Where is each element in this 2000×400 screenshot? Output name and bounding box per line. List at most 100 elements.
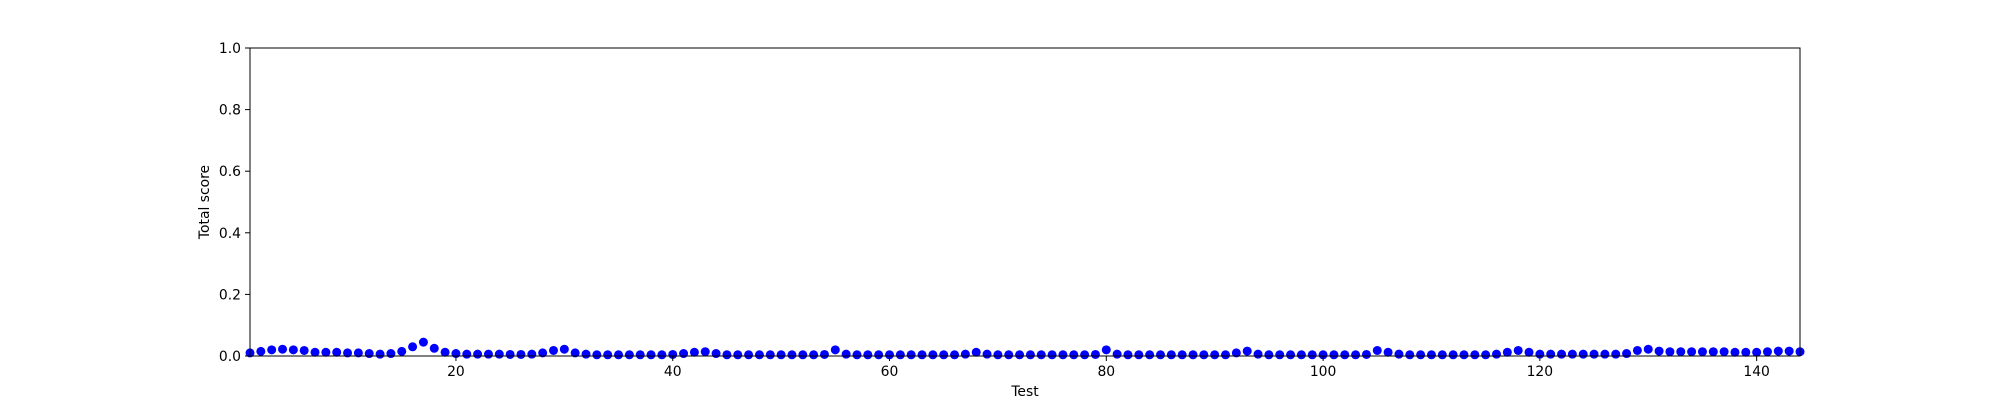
y-tick-label: 0.0 xyxy=(219,349,241,365)
data-point xyxy=(1307,350,1317,360)
data-point xyxy=(462,349,472,359)
x-tick-label: 100 xyxy=(1310,364,1337,380)
data-point xyxy=(386,349,396,359)
data-point xyxy=(874,350,884,360)
data-point xyxy=(895,350,905,360)
data-point xyxy=(1123,350,1133,360)
data-point xyxy=(278,344,288,354)
data-point xyxy=(1708,347,1718,357)
x-tick-label: 140 xyxy=(1743,364,1770,380)
data-point xyxy=(1502,347,1512,357)
data-point xyxy=(1416,350,1426,360)
data-point xyxy=(1437,350,1447,360)
data-point xyxy=(1361,349,1371,359)
data-point xyxy=(332,347,342,357)
data-point xyxy=(1687,347,1697,357)
plot-frame xyxy=(249,47,1801,357)
data-point xyxy=(1112,349,1122,359)
data-point xyxy=(754,350,764,360)
data-point xyxy=(657,350,667,360)
data-point xyxy=(1611,349,1621,359)
data-point xyxy=(852,350,862,360)
data-point xyxy=(950,350,960,360)
data-point xyxy=(1394,349,1404,359)
data-point xyxy=(1177,350,1187,360)
data-point xyxy=(1372,345,1382,355)
data-point xyxy=(516,349,526,359)
x-axis-label: Test xyxy=(1010,384,1039,400)
data-point xyxy=(505,349,515,359)
data-point xyxy=(1622,349,1632,359)
data-point xyxy=(1654,346,1664,356)
data-point xyxy=(1101,345,1111,355)
data-point xyxy=(1448,350,1458,360)
data-point xyxy=(635,350,645,360)
data-point xyxy=(1264,350,1274,360)
data-point xyxy=(1004,350,1014,360)
data-point xyxy=(679,349,689,359)
data-point xyxy=(1188,350,1198,360)
data-point xyxy=(429,343,439,353)
data-point xyxy=(581,349,591,359)
data-point xyxy=(310,347,320,357)
data-point xyxy=(1047,350,1057,360)
data-point xyxy=(1665,347,1675,357)
data-point xyxy=(1762,347,1772,357)
data-point xyxy=(863,350,873,360)
data-point xyxy=(549,345,558,355)
data-point xyxy=(668,349,678,359)
data-point xyxy=(885,350,895,360)
data-point xyxy=(1242,346,1252,356)
data-point xyxy=(1697,347,1707,357)
data-point xyxy=(603,350,613,360)
data-point xyxy=(1741,347,1751,357)
data-point xyxy=(1340,350,1350,360)
y-axis-label: Total score xyxy=(197,165,213,240)
data-point xyxy=(1470,350,1480,360)
data-point xyxy=(689,347,699,357)
data-point xyxy=(1025,350,1035,360)
x-tick-label: 120 xyxy=(1527,364,1554,380)
data-point xyxy=(1275,350,1285,360)
data-point xyxy=(1632,345,1642,355)
data-point xyxy=(1405,350,1415,360)
data-point xyxy=(1676,347,1686,357)
data-point xyxy=(1318,350,1328,360)
data-point xyxy=(1253,349,1263,359)
data-point xyxy=(364,349,374,359)
data-point xyxy=(440,347,450,357)
data-point xyxy=(1058,350,1068,360)
data-point xyxy=(1166,350,1176,360)
data-point xyxy=(960,349,970,359)
data-point xyxy=(1296,350,1306,360)
data-point xyxy=(711,349,721,359)
data-point xyxy=(527,349,537,359)
data-point xyxy=(1145,350,1155,360)
data-point xyxy=(798,350,808,360)
y-tick-label: 1.0 xyxy=(219,41,241,57)
x-tick-label: 40 xyxy=(664,364,682,380)
data-point xyxy=(1730,347,1740,357)
data-point xyxy=(1134,350,1144,360)
y-tick-label: 0.2 xyxy=(219,287,241,303)
data-point xyxy=(1784,346,1794,356)
data-point xyxy=(494,349,504,359)
data-point xyxy=(343,348,353,358)
x-axis-ticks: 20 40 60 80 100 120 140 xyxy=(447,356,1770,380)
y-tick-label: 0.4 xyxy=(219,226,241,242)
data-point xyxy=(1578,349,1588,359)
data-point xyxy=(1752,347,1762,357)
data-point xyxy=(1481,350,1491,360)
x-tick-label: 60 xyxy=(881,364,899,380)
x-tick-label: 80 xyxy=(1097,364,1115,380)
data-point xyxy=(1090,349,1100,359)
data-point xyxy=(1567,349,1577,359)
data-point xyxy=(1513,345,1523,355)
data-point xyxy=(1643,344,1653,354)
y-tick-label: 0.8 xyxy=(219,103,241,119)
data-point xyxy=(418,337,428,347)
data-point xyxy=(1080,350,1090,360)
data-point xyxy=(776,350,786,360)
data-point xyxy=(1557,349,1567,359)
data-point xyxy=(1492,349,1501,359)
